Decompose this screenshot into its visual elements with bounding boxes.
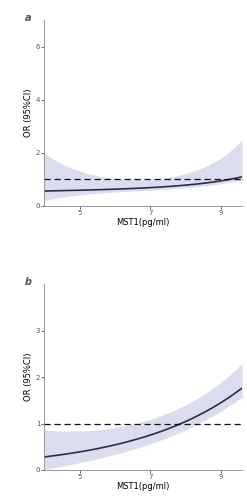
Text: b: b — [25, 276, 32, 286]
Y-axis label: OR (95%CI): OR (95%CI) — [24, 353, 33, 402]
Text: a: a — [25, 12, 31, 22]
Y-axis label: OR (95%CI): OR (95%CI) — [24, 88, 33, 137]
X-axis label: MST1(pg/ml): MST1(pg/ml) — [117, 482, 170, 490]
X-axis label: MST1(pg/ml): MST1(pg/ml) — [117, 218, 170, 226]
